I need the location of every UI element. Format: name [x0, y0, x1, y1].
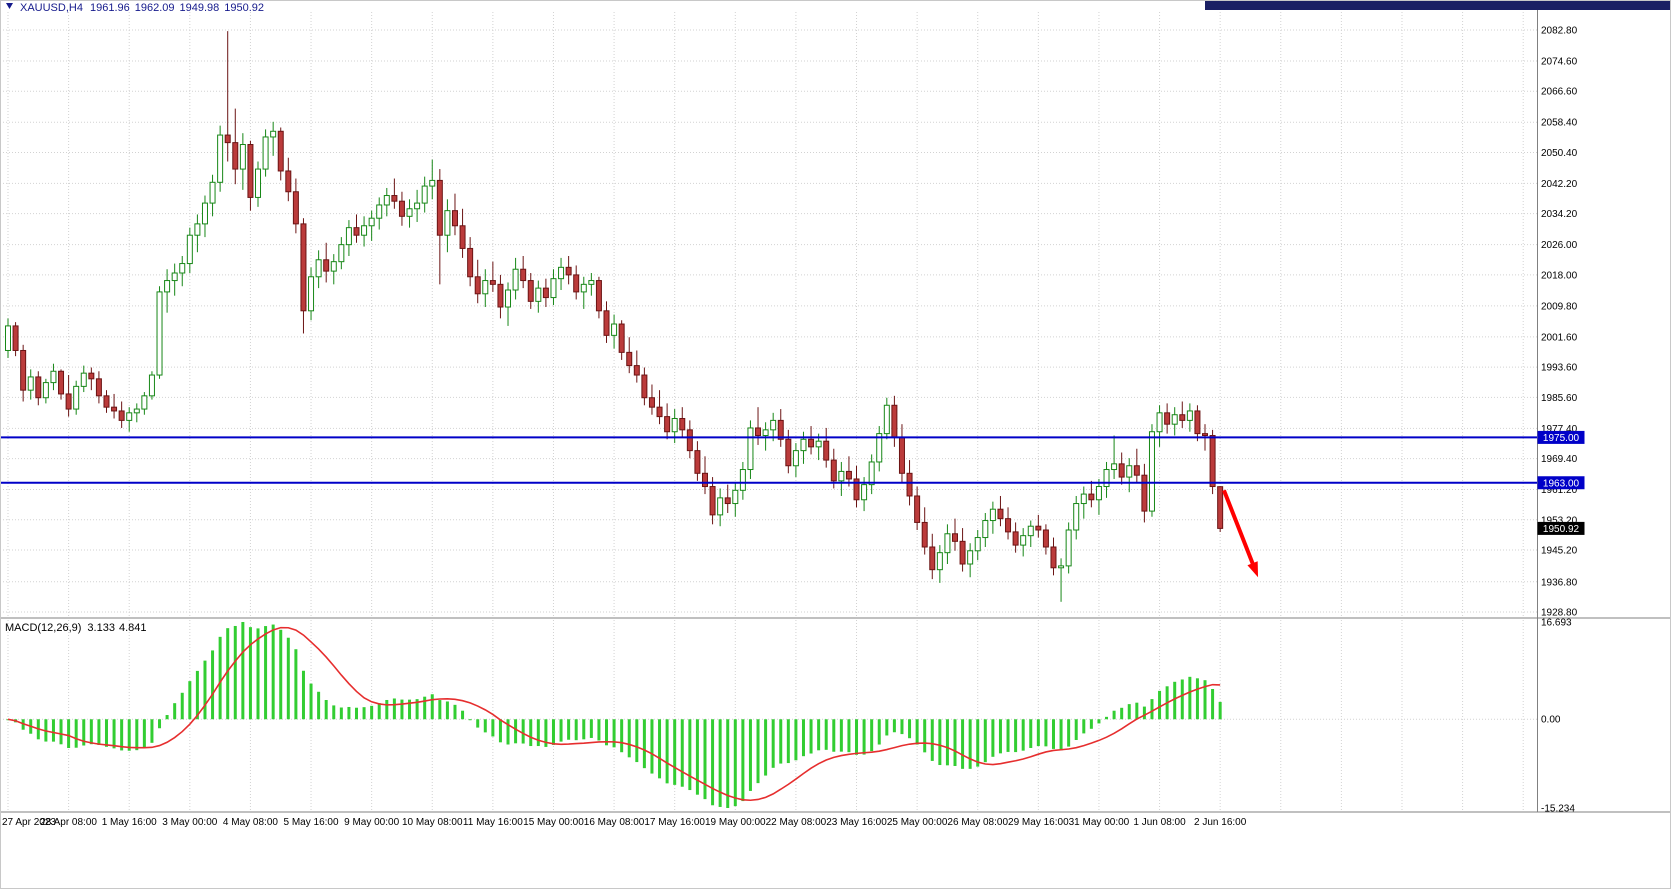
svg-text:1993.60: 1993.60 — [1541, 363, 1578, 374]
svg-text:5 May 16:00: 5 May 16:00 — [284, 817, 339, 828]
top-strip — [1205, 0, 1671, 10]
sell-arrow-annotation[interactable] — [1222, 489, 1259, 578]
svg-text:1963.00: 1963.00 — [1543, 478, 1580, 489]
svg-text:1 May 16:00: 1 May 16:00 — [102, 817, 157, 828]
svg-text:1 Jun 08:00: 1 Jun 08:00 — [1133, 817, 1186, 828]
horizontal-support-resistance-lines[interactable] — [0, 436, 1537, 484]
svg-text:15 May 00:00: 15 May 00:00 — [523, 817, 584, 828]
macd-label: MACD(12,26,9) 3.133 4.841 — [5, 622, 146, 634]
svg-text:2058.40: 2058.40 — [1541, 118, 1578, 129]
svg-text:28 Apr 08:00: 28 Apr 08:00 — [40, 817, 97, 828]
svg-text:1928.80: 1928.80 — [1541, 608, 1578, 619]
svg-text:19 May 00:00: 19 May 00:00 — [705, 817, 766, 828]
svg-text:2042.20: 2042.20 — [1541, 179, 1578, 190]
svg-text:26 May 08:00: 26 May 08:00 — [947, 817, 1008, 828]
svg-text:31 May 00:00: 31 May 00:00 — [1069, 817, 1130, 828]
svg-text:1985.60: 1985.60 — [1541, 393, 1578, 404]
svg-text:10 May 08:00: 10 May 08:00 — [402, 817, 463, 828]
svg-text:0.00: 0.00 — [1541, 715, 1561, 726]
svg-text:1945.20: 1945.20 — [1541, 546, 1578, 557]
svg-text:1936.80: 1936.80 — [1541, 577, 1578, 588]
svg-text:9 May 00:00: 9 May 00:00 — [344, 817, 399, 828]
svg-text:27 Apr 2023: 27 Apr 2023 — [2, 817, 56, 828]
svg-text:2001.60: 2001.60 — [1541, 332, 1578, 343]
price-axis[interactable]: 2082.80 2074.60 2066.60 2058.40 2050.40 2042.… — [1537, 26, 1585, 815]
svg-text:22 May 08:00: 22 May 08:00 — [766, 817, 827, 828]
main-plot-area[interactable] — [0, 11, 1537, 617]
svg-text:1969.40: 1969.40 — [1541, 454, 1578, 465]
svg-text:2026.00: 2026.00 — [1541, 240, 1578, 251]
svg-text:2050.40: 2050.40 — [1541, 148, 1578, 159]
svg-text:2034.20: 2034.20 — [1541, 209, 1578, 220]
svg-text:1950.92: 1950.92 — [1543, 524, 1580, 535]
grid — [0, 12, 1537, 811]
svg-text:3 May 00:00: 3 May 00:00 — [162, 817, 217, 828]
svg-text:2066.60: 2066.60 — [1541, 87, 1578, 98]
svg-text:25 May 00:00: 25 May 00:00 — [887, 817, 948, 828]
symbol-dropdown-icon[interactable] — [6, 3, 13, 9]
svg-text:16.693: 16.693 — [1541, 618, 1572, 629]
svg-text:2 Jun 16:00: 2 Jun 16:00 — [1194, 817, 1247, 828]
svg-text:29 May 16:00: 29 May 16:00 — [1008, 817, 1069, 828]
svg-text:2009.80: 2009.80 — [1541, 301, 1578, 312]
svg-text:17 May 16:00: 17 May 16:00 — [644, 817, 705, 828]
candlesticks — [5, 31, 1224, 602]
chart-ohlc-title: XAUUSD,H4 1961.96 1962.09 1949.98 1950.92 — [20, 2, 264, 14]
svg-text:1975.00: 1975.00 — [1543, 433, 1580, 444]
svg-text:16 May 08:00: 16 May 08:00 — [584, 817, 645, 828]
svg-text:23 May 16:00: 23 May 16:00 — [826, 817, 887, 828]
svg-text:2074.60: 2074.60 — [1541, 56, 1578, 67]
svg-text:2082.80: 2082.80 — [1541, 26, 1578, 37]
svg-text:1953.20: 1953.20 — [1541, 515, 1578, 526]
svg-text:2018.00: 2018.00 — [1541, 270, 1578, 281]
macd-indicator — [6, 622, 1222, 808]
svg-text:1977.40: 1977.40 — [1541, 424, 1578, 435]
svg-text:11 May 16:00: 11 May 16:00 — [463, 817, 523, 828]
svg-text:4 May 08:00: 4 May 08:00 — [223, 817, 278, 828]
macd-pane-area[interactable] — [0, 619, 1537, 811]
svg-text:1961.20: 1961.20 — [1541, 485, 1578, 496]
svg-text:-15.234: -15.234 — [1541, 804, 1575, 815]
